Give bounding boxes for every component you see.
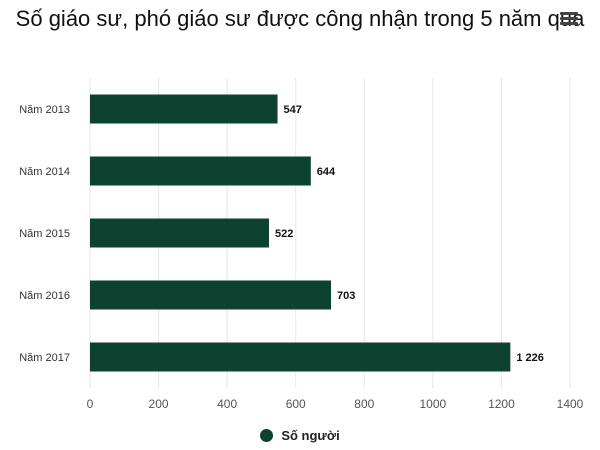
bar[interactable] <box>90 156 311 186</box>
x-tick-label: 200 <box>149 397 169 411</box>
chart-title: Số giáo sư, phó giáo sư được công nhận t… <box>15 6 585 31</box>
category-label: Năm 2014 <box>19 166 70 178</box>
bar[interactable] <box>90 280 332 310</box>
bar[interactable] <box>90 218 269 248</box>
x-axis-ticks: 0 200 400 600 800 1000 1200 1400 <box>87 397 584 411</box>
bar[interactable] <box>90 94 278 124</box>
hamburger-menu-icon[interactable] <box>558 9 580 27</box>
x-tick-label: 1000 <box>420 397 447 411</box>
x-tick-label: 600 <box>286 397 306 411</box>
x-tick-label: 1200 <box>488 397 515 411</box>
legend-item[interactable]: Số người <box>0 428 600 443</box>
x-tick-label: 0 <box>87 397 94 411</box>
category-label: Năm 2016 <box>19 290 70 302</box>
legend-marker <box>260 429 274 442</box>
data-label: 703 <box>337 290 355 302</box>
data-labels: 547 644 522 703 1 226 <box>275 104 544 364</box>
category-label: Năm 2013 <box>19 104 70 116</box>
bars <box>90 94 511 372</box>
data-label: 1 226 <box>516 352 544 364</box>
x-tick-label: 400 <box>217 397 237 411</box>
legend-label: Số người <box>281 428 340 443</box>
x-tick-label: 1400 <box>557 397 584 411</box>
category-label: Năm 2017 <box>19 352 70 364</box>
x-tick-label: 800 <box>354 397 374 411</box>
data-label: 547 <box>284 104 302 116</box>
data-label: 522 <box>275 228 293 240</box>
category-label: Năm 2015 <box>19 228 70 240</box>
category-labels: Năm 2013 Năm 2014 Năm 2015 Năm 2016 Năm 2017 <box>19 104 70 364</box>
bar[interactable] <box>90 342 511 372</box>
data-label: 644 <box>317 166 336 178</box>
